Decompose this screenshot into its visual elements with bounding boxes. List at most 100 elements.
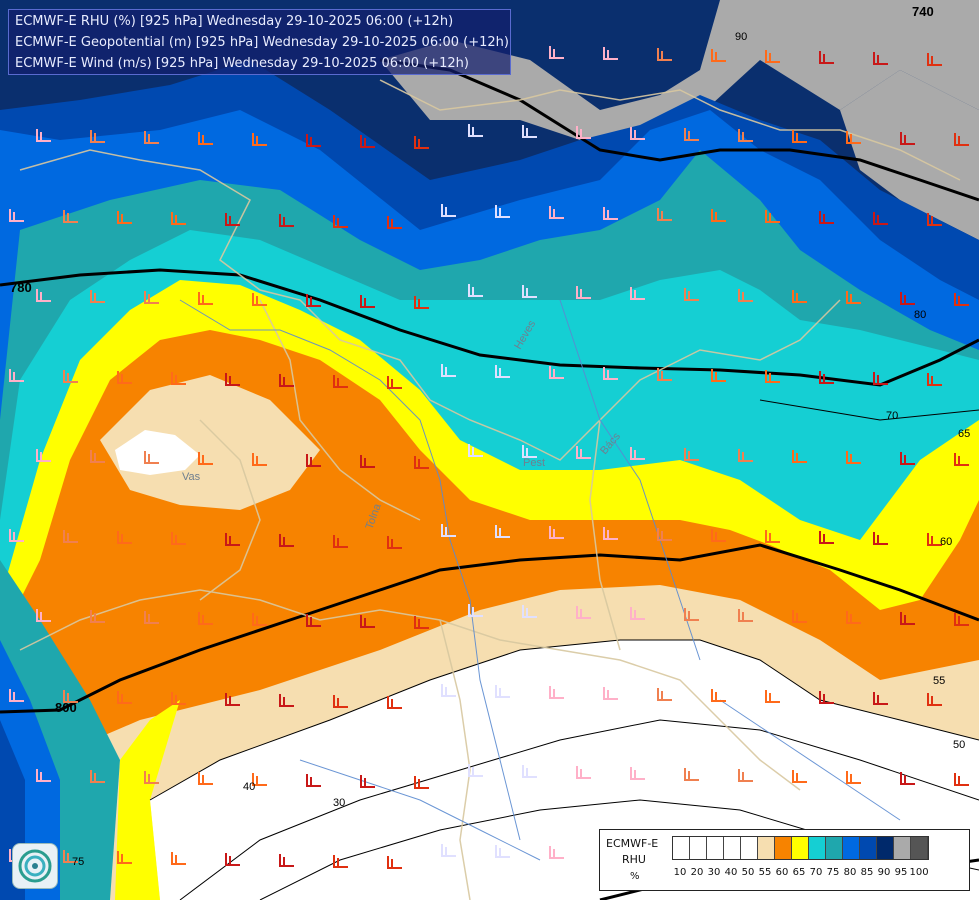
legend-swatch — [741, 837, 758, 859]
wind-barb — [684, 768, 699, 781]
wind-barb — [792, 290, 807, 303]
wind-barb — [36, 609, 51, 622]
wind-barb — [144, 291, 159, 304]
wind-barb — [414, 456, 429, 469]
legend-swatch — [809, 837, 826, 859]
wind-barb — [306, 614, 321, 627]
wind-barb — [711, 689, 726, 702]
wind-barb — [468, 124, 483, 137]
wind-barb — [333, 535, 348, 548]
wind-barb — [846, 611, 861, 624]
wind-barb — [117, 851, 132, 864]
wind-barb — [738, 289, 753, 302]
wind-barb — [90, 290, 105, 303]
wind-barb — [144, 611, 159, 624]
wind-barb — [522, 285, 537, 298]
wind-barb — [171, 532, 186, 545]
legend-tick-label: 30 — [707, 867, 721, 878]
legend-swatches — [672, 836, 929, 860]
rhu-labels: 30 40 50 55 60 65 70 75 80 90 — [72, 31, 970, 868]
legend-unit: % — [630, 871, 640, 882]
wind-barb — [9, 209, 24, 222]
legend-swatch — [877, 837, 894, 859]
rhu-band-50-55-north — [100, 375, 320, 510]
legend-swatch — [690, 837, 707, 859]
legend-swatch — [673, 837, 690, 859]
place-label-vas: Vas — [182, 471, 201, 483]
wind-barb — [576, 766, 591, 779]
wind-barb — [522, 445, 537, 458]
legend-tick-label: 95 — [894, 867, 908, 878]
wind-barb — [441, 364, 456, 377]
wind-barb — [90, 450, 105, 463]
wind-barb — [279, 214, 294, 227]
wind-barb — [360, 775, 375, 788]
wind-barb — [765, 690, 780, 703]
title-wind: ECMWF-E Wind (m/s) [925 hPa] Wednesday 2… — [15, 56, 469, 71]
wind-barb — [387, 216, 402, 229]
legend-swatch — [911, 837, 928, 859]
wind-barb — [279, 854, 294, 867]
wind-barb — [360, 135, 375, 148]
wind-barb — [495, 525, 510, 538]
title-geopotential: ECMWF-E Geopotential (m) [925 hPa] Wedne… — [15, 35, 509, 50]
wind-barb — [711, 49, 726, 62]
wind-barb — [144, 131, 159, 144]
wind-barb — [630, 767, 645, 780]
wind-barb — [630, 607, 645, 620]
wind-barb — [468, 444, 483, 457]
legend-tick-label: 80 — [843, 867, 857, 878]
wind-barb — [765, 370, 780, 383]
rhu-band-below-50-north — [115, 430, 200, 475]
wind-barb — [441, 524, 456, 537]
wind-barb — [306, 294, 321, 307]
wind-barb — [144, 451, 159, 464]
legend-tick-label: 50 — [741, 867, 755, 878]
wind-barb — [846, 131, 861, 144]
wind-barb — [900, 772, 915, 785]
wind-barb — [900, 612, 915, 625]
map-title-box: ECMWF-E RHU (%) [925 hPa] Wednesday 29-1… — [8, 9, 511, 75]
wind-barb — [306, 454, 321, 467]
wind-barb — [387, 856, 402, 869]
wind-barb — [846, 291, 861, 304]
wind-barb — [873, 532, 888, 545]
legend-tick-label: 10 — [673, 867, 687, 878]
wind-barb — [306, 774, 321, 787]
wind-barb — [225, 213, 240, 226]
wind-barb — [333, 215, 348, 228]
legend-swatch — [860, 837, 877, 859]
wind-barb — [792, 130, 807, 143]
legend-tick-label: 60 — [775, 867, 789, 878]
wind-barb — [819, 51, 834, 64]
wind-barb — [414, 296, 429, 309]
legend-variable: RHU — [622, 853, 646, 866]
wind-barb — [549, 206, 564, 219]
wind-barb — [657, 48, 672, 61]
wind-barb — [252, 773, 267, 786]
wind-barb — [225, 533, 240, 546]
legend-swatch — [707, 837, 724, 859]
legend-tick-label: 85 — [860, 867, 874, 878]
wind-barb — [765, 210, 780, 223]
wind-barb — [63, 210, 78, 223]
wind-barb — [954, 773, 969, 786]
wind-barb — [900, 452, 915, 465]
wind-barb — [144, 771, 159, 784]
borders — [19, 79, 961, 900]
wind-barb — [63, 850, 78, 863]
wind-barb — [927, 693, 942, 706]
wind-barb — [90, 610, 105, 623]
wind-barbs — [9, 46, 969, 869]
wind-barb — [198, 772, 213, 785]
wind-barb — [819, 531, 834, 544]
wind-barb — [927, 53, 942, 66]
legend-tick-label: 90 — [877, 867, 891, 878]
wind-barb — [63, 690, 78, 703]
wind-barb — [198, 452, 213, 465]
wind-barb — [36, 769, 51, 782]
wind-barb — [846, 771, 861, 784]
legend-tick-label: 65 — [792, 867, 806, 878]
wind-barb — [279, 694, 294, 707]
wind-barb — [900, 132, 915, 145]
